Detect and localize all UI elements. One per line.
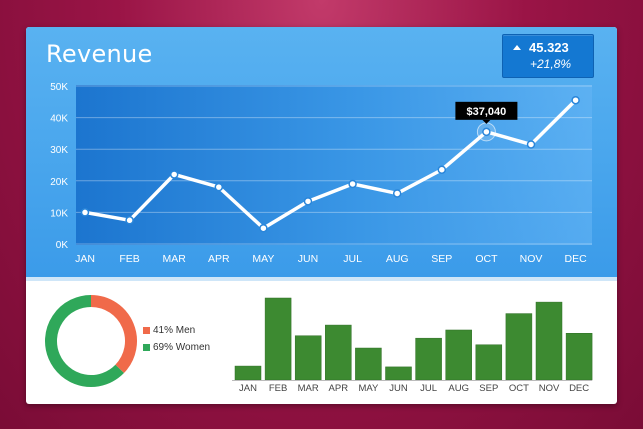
legend-swatch-women	[143, 344, 150, 351]
bar	[415, 337, 442, 381]
tooltip-box	[455, 101, 518, 120]
x-tick-label: MAR	[163, 253, 187, 265]
y-tick-label: 50K	[50, 82, 68, 93]
bar	[445, 329, 472, 381]
y-tick-label: 40K	[50, 114, 68, 125]
donut-slice	[90, 295, 137, 374]
bar-x-label: DEC	[569, 383, 589, 394]
x-tick-label: JAN	[75, 253, 95, 265]
tooltip-label: $37,040	[467, 106, 507, 118]
dashboard-card: Revenue 45.323 +21,8% 0K 10K 20K 30K 40K 50K J…	[26, 27, 617, 404]
panel-title: Revenue	[46, 40, 153, 68]
data-point	[571, 95, 580, 105]
bar-x-label: JUL	[420, 383, 437, 394]
tooltip-pointer	[482, 119, 491, 124]
stat-change: +21,8%	[530, 57, 572, 71]
bar	[264, 297, 292, 381]
bar-x-label: APR	[329, 383, 349, 394]
data-point	[80, 208, 90, 217]
value-tooltip: $37,040	[455, 101, 518, 124]
bar	[355, 347, 382, 381]
legend-label-men: 41% Men	[153, 325, 196, 336]
x-tick-label: DEC	[565, 253, 588, 265]
data-point	[125, 216, 134, 225]
bar	[475, 344, 503, 381]
bar-x-label: MAR	[298, 383, 319, 394]
bar-x-label: JUN	[389, 383, 408, 394]
panel-divider	[26, 277, 617, 281]
x-tick-label: JUN	[298, 253, 318, 265]
data-point	[169, 170, 179, 179]
y-tick-label: 0K	[56, 240, 69, 251]
bar-x-label: OCT	[509, 383, 529, 394]
bar	[385, 366, 412, 381]
x-tick-label: JUL	[343, 253, 362, 265]
bar	[294, 335, 322, 381]
legend-swatch-men	[143, 327, 150, 334]
x-tick-label: AUG	[386, 253, 409, 265]
y-tick-label: 30K	[50, 145, 68, 156]
bar-x-label: FEB	[269, 383, 287, 394]
arrow-up-icon	[513, 45, 521, 50]
bar	[535, 301, 563, 381]
x-tick-label: NOV	[520, 253, 543, 265]
x-tick-label: SEP	[431, 253, 452, 265]
x-tick-label: APR	[208, 253, 230, 265]
x-tick-label: FEB	[119, 253, 139, 265]
data-point	[392, 189, 402, 198]
x-tick-label: OCT	[475, 253, 498, 265]
bar-x-label: AUG	[448, 383, 469, 394]
data-point	[259, 223, 268, 233]
donut-slice	[45, 295, 124, 387]
bar-x-label: NOV	[539, 383, 560, 394]
y-tick-label: 10K	[50, 208, 68, 219]
bar	[325, 324, 352, 381]
stat-value: 45.323	[529, 40, 569, 55]
stat-box[interactable]: 45.323 +21,8%	[502, 34, 594, 78]
bar-x-label: JAN	[239, 383, 257, 394]
bar-x-label: SEP	[479, 383, 498, 394]
data-point	[482, 127, 491, 137]
data-point	[214, 182, 224, 192]
data-point	[348, 179, 357, 189]
data-point	[303, 197, 313, 206]
data-point	[526, 140, 536, 149]
bar-x-label: MAY	[358, 383, 379, 394]
legend-label-women: 69% Women	[153, 342, 211, 353]
bar	[565, 333, 593, 381]
data-point	[437, 165, 447, 174]
revenue-line	[83, 98, 578, 230]
bar	[234, 365, 262, 381]
y-tick-label: 20K	[50, 177, 68, 188]
charts-canvas: 0K 10K 20K 30K 40K 50K JAN FEB MAR APR MAY JUN JUL AU…	[45, 82, 593, 394]
bar	[505, 313, 533, 381]
x-tick-label: MAY	[252, 253, 274, 265]
